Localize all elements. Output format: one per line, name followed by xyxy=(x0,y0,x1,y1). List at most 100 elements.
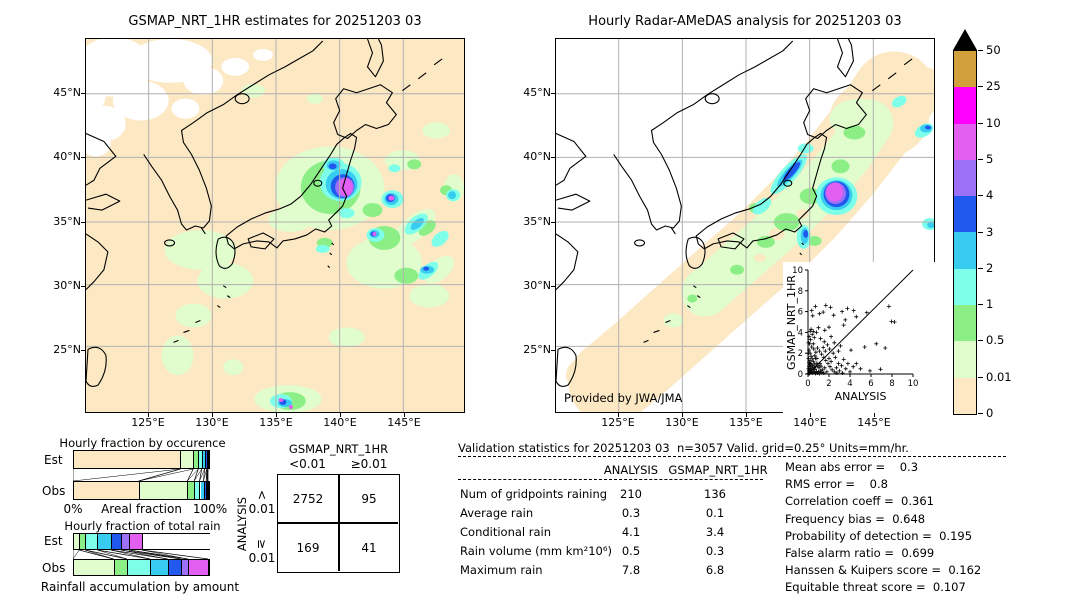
colorbar-tick-mark xyxy=(978,376,983,378)
right-map-canvas xyxy=(555,38,948,425)
divider-dashed-header xyxy=(458,479,763,480)
contingency-11: 41 xyxy=(361,541,377,555)
bar-segment xyxy=(98,534,112,549)
colorbar-segment xyxy=(954,305,976,342)
lon-tick-label: 140°E xyxy=(323,416,357,429)
svg-text:0: 0 xyxy=(798,370,803,380)
colorbar-segments xyxy=(953,50,977,415)
svg-text:10: 10 xyxy=(792,266,803,276)
tick-mark xyxy=(551,350,555,351)
contingency-01: 95 xyxy=(361,492,377,506)
colorbar-tick-label: 2 xyxy=(986,260,994,275)
bar-segment xyxy=(130,534,143,549)
colorbar-tick-mark xyxy=(978,122,983,124)
left-map-canvas xyxy=(66,37,464,413)
stat-gsmap-value: 136 xyxy=(704,487,726,501)
tick-mark xyxy=(276,413,277,417)
bar-segment xyxy=(182,560,189,575)
contingency-10: 169 xyxy=(296,541,320,555)
svg-text:6: 6 xyxy=(798,308,803,318)
stat-analysis-value: 210 xyxy=(620,487,642,501)
bar-segment xyxy=(199,451,203,468)
validation-col-gsmap: GSMAP_NRT_1HR xyxy=(668,463,768,477)
svg-text:2: 2 xyxy=(826,379,831,389)
bar-segment xyxy=(86,534,99,549)
colorbar-tick-label: 1 xyxy=(986,297,994,312)
bar-segment xyxy=(121,534,130,549)
occurrence-x-max: 100% xyxy=(192,502,228,516)
colorbar-segment xyxy=(954,123,976,160)
svg-text:8: 8 xyxy=(798,287,803,297)
contingency-table: 2752 95 169 41 xyxy=(277,474,400,573)
lat-tick-label: 25°N xyxy=(523,343,551,356)
lat-tick-label: 45°N xyxy=(53,86,81,99)
graticule xyxy=(86,39,464,412)
bar-segment xyxy=(74,482,140,499)
stat-analysis-value: 7.8 xyxy=(621,563,641,577)
contingency-col-header: GSMAP_NRT_1HR xyxy=(288,442,389,456)
bar-segment xyxy=(207,482,209,499)
colorbar-tick-label: 25 xyxy=(986,79,1001,94)
rain-5-10 xyxy=(278,178,395,410)
bar-segment xyxy=(202,451,206,468)
tick-mark xyxy=(81,157,85,158)
occurrence-est-bar xyxy=(73,450,210,469)
stat-row-label: Average rain xyxy=(460,506,534,520)
colorbar-segment xyxy=(954,377,976,414)
colorbar-tick-label: 4 xyxy=(986,188,994,203)
colorbar-tick-label: 0.01 xyxy=(986,369,1012,384)
stat-analysis-value: 0.3 xyxy=(621,506,641,520)
svg-text:0: 0 xyxy=(805,379,810,389)
tick-mark xyxy=(81,222,85,223)
stat-row-label: Maximum rain xyxy=(460,563,543,577)
bar-segment xyxy=(205,451,208,468)
bar-segment xyxy=(74,560,115,575)
tick-mark xyxy=(551,93,555,94)
inset-xlabel: ANALYSIS xyxy=(834,390,887,403)
total-rain-obs-label: Obs xyxy=(42,561,66,575)
inset-y-ticks: 0 2 4 6 8 10 xyxy=(792,266,808,380)
lat-tick-label: 40°N xyxy=(523,150,551,163)
lon-tick-label: 130°E xyxy=(195,416,229,429)
stat-analysis-value: 4.1 xyxy=(621,525,641,539)
colorbar-tick-mark xyxy=(978,304,983,306)
tick-mark xyxy=(81,93,85,94)
occurrence-chart-title: Hourly fraction by occurence xyxy=(59,436,226,450)
bar-segment xyxy=(208,451,209,468)
bar-segment xyxy=(194,451,200,468)
colorbar-tick-mark xyxy=(978,340,983,342)
occurrence-xlabel: Areal fraction xyxy=(101,502,182,516)
lat-tick-label: 30°N xyxy=(53,279,81,292)
colorbar-tick-mark xyxy=(978,86,983,88)
colorbar xyxy=(953,29,977,415)
lon-tick-label: 135°E xyxy=(729,416,763,429)
tick-mark xyxy=(340,413,341,417)
bar-segment xyxy=(74,534,81,549)
tick-mark xyxy=(404,413,405,417)
stat-gsmap-value: 0.1 xyxy=(705,506,725,520)
bar-segment xyxy=(188,482,196,499)
scatter-plot: 0 2 4 6 8 10 0 2 4 6 8 10 xyxy=(792,266,918,389)
colorbar-tick-label: 0 xyxy=(986,406,994,420)
colorbar-tick-label: 5 xyxy=(986,151,994,166)
tick-mark xyxy=(212,413,213,417)
stat-row-label: Rain volume (mm km²10⁶) xyxy=(460,544,612,558)
validation-title: Validation statistics for 20251203 03 n=… xyxy=(458,441,909,455)
contingency-row-label-ge: ≥0.01 xyxy=(248,538,276,565)
total-rain-est-label: Est xyxy=(44,534,63,548)
total-rain-xlabel: Rainfall accumulation by amount xyxy=(40,580,240,594)
total-rain-est-bar xyxy=(73,533,210,550)
colorbar-tick-mark xyxy=(978,158,983,160)
bar-segment xyxy=(181,451,195,468)
lon-tick-label: 130°E xyxy=(665,416,699,429)
colorbar-over-triangle xyxy=(953,29,977,50)
credit-text: Provided by JWA/JMA xyxy=(564,391,683,405)
svg-text:4: 4 xyxy=(798,328,803,338)
stat-row-label: Conditional rain xyxy=(460,525,552,539)
lon-tick-label: 145°E xyxy=(387,416,421,429)
total-rain-chart-title: Hourly fraction of total rain xyxy=(64,519,221,533)
total-rain-connectors xyxy=(73,550,209,559)
lat-tick-label: 40°N xyxy=(53,150,81,163)
bar-segment xyxy=(151,560,169,575)
